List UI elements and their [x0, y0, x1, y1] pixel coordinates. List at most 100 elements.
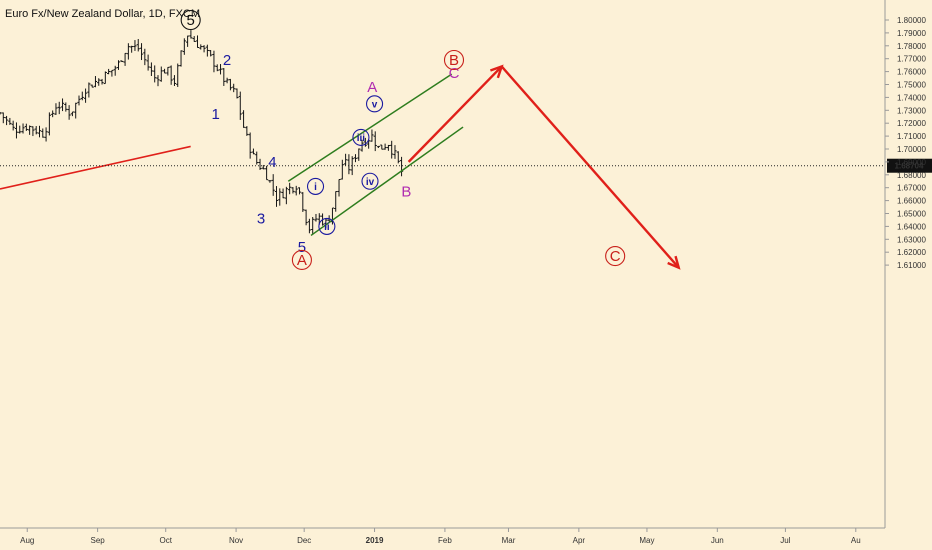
current-price-label: 1.68704 — [895, 162, 924, 171]
ohlc-bar — [189, 30, 193, 39]
wave-text: A — [297, 252, 307, 269]
ohlc-bar — [80, 91, 84, 101]
ohlc-bar — [225, 77, 229, 84]
ohlc-bar — [255, 151, 259, 165]
y-tick-label: 1.61000 — [897, 261, 926, 270]
ohlc-bar — [314, 213, 318, 222]
price-bars-layer — [0, 30, 404, 235]
ohlc-bar — [64, 102, 68, 112]
ohlc-bar — [228, 78, 233, 91]
wave-label: C — [605, 246, 626, 267]
ohlc-bar — [44, 127, 48, 142]
ohlc-bar — [311, 216, 315, 235]
ohlc-bar — [245, 126, 249, 136]
ohlc-bar — [265, 165, 269, 181]
y-tick-label: 1.63000 — [897, 235, 926, 244]
wave-text: A — [367, 79, 377, 96]
ohlc-bar — [370, 129, 374, 142]
ohlc-bar — [215, 64, 219, 72]
wave-label: B — [443, 49, 465, 71]
wave-label: 4 — [268, 154, 276, 171]
ohlc-bar — [166, 66, 170, 76]
ohlc-bar — [294, 185, 298, 196]
ohlc-bar — [334, 191, 338, 212]
wave-text: iv — [366, 177, 375, 188]
wave-text: iii — [357, 133, 366, 144]
ohlc-bar — [60, 98, 65, 112]
ohlc-bar — [93, 76, 98, 88]
ohlc-bar — [297, 187, 302, 195]
y-tick-label: 1.65000 — [897, 210, 926, 219]
ohlc-bar — [288, 182, 292, 195]
x-tick-label: Dec — [297, 536, 311, 545]
ohlc-bar — [57, 101, 61, 115]
wave-label: 2 — [223, 52, 231, 69]
ohlc-bar — [248, 132, 252, 159]
ohlc-bar — [107, 68, 111, 75]
y-tick-label: 1.79000 — [897, 29, 926, 38]
plot-area — [0, 0, 885, 528]
wave-circle — [318, 217, 336, 235]
x-tick-label: Jun — [711, 536, 724, 545]
ohlc-bar — [212, 50, 216, 73]
wave-text: ii — [324, 222, 330, 233]
x-tick-label: Oct — [159, 536, 172, 545]
ohlc-bar — [103, 71, 107, 85]
x-tick-label: Aug — [20, 536, 34, 545]
ohlc-bar — [70, 111, 75, 117]
ohlc-bar — [24, 123, 28, 131]
ohlc-bar — [218, 64, 223, 75]
y-tick-label: 1.78000 — [897, 42, 926, 51]
ohlc-bar — [74, 102, 78, 119]
wave-text: 5 — [298, 239, 306, 256]
ohlc-bar — [143, 48, 147, 66]
ohlc-bar — [235, 88, 239, 99]
ohlc-bar — [182, 38, 186, 55]
ohlc-bar — [4, 115, 9, 126]
ohlc-bar — [28, 125, 32, 135]
ohlc-bar — [169, 65, 173, 85]
wave-label: A — [291, 249, 312, 270]
wave-label: 5 — [180, 9, 201, 31]
wave-label: iii — [352, 128, 370, 146]
ohlc-bar — [87, 82, 91, 98]
projection-down-arrowhead — [667, 255, 681, 270]
ohlc-bar — [199, 44, 203, 50]
ohlc-bar — [357, 148, 361, 161]
ohlc-bar — [380, 144, 384, 150]
ohlc-bar — [232, 83, 236, 93]
ohlc-bar — [120, 60, 124, 63]
ohlc-bar — [347, 154, 351, 175]
ohlc-bar — [11, 120, 15, 131]
y-tick-label: 1.69000 — [897, 158, 926, 167]
channel-layer — [287, 73, 464, 237]
wave-text: 4 — [268, 154, 276, 171]
x-tick-label: Apr — [573, 536, 586, 545]
ohlc-bar — [18, 125, 22, 134]
ohlc-bar — [1, 112, 5, 124]
y-tick-label: 1.66000 — [897, 197, 926, 206]
ohlc-bar — [278, 188, 282, 206]
wave-label: 5 — [298, 239, 306, 256]
ohlc-bar — [139, 43, 144, 61]
ohlc-bar — [195, 35, 200, 48]
wave-label: ii — [318, 217, 336, 235]
wave-label: 1 — [211, 106, 219, 123]
projection-down-line — [500, 65, 680, 269]
wave-text: C — [449, 65, 460, 82]
wave-text: B — [401, 184, 411, 201]
ohlc-bar — [116, 60, 121, 70]
ohlc-bar — [14, 122, 19, 139]
ohlc-bar — [83, 88, 88, 103]
ohlc-bar — [390, 140, 394, 159]
ohlc-bar — [301, 192, 305, 212]
ohlc-bar — [8, 117, 12, 125]
wave-label: v — [365, 95, 384, 113]
ohlc-bar — [136, 38, 140, 52]
y-tick-label: 1.80000 — [897, 16, 926, 25]
ohlc-bar — [396, 151, 400, 164]
ohlc-bar — [271, 174, 275, 196]
ohlc-bar — [363, 137, 367, 147]
